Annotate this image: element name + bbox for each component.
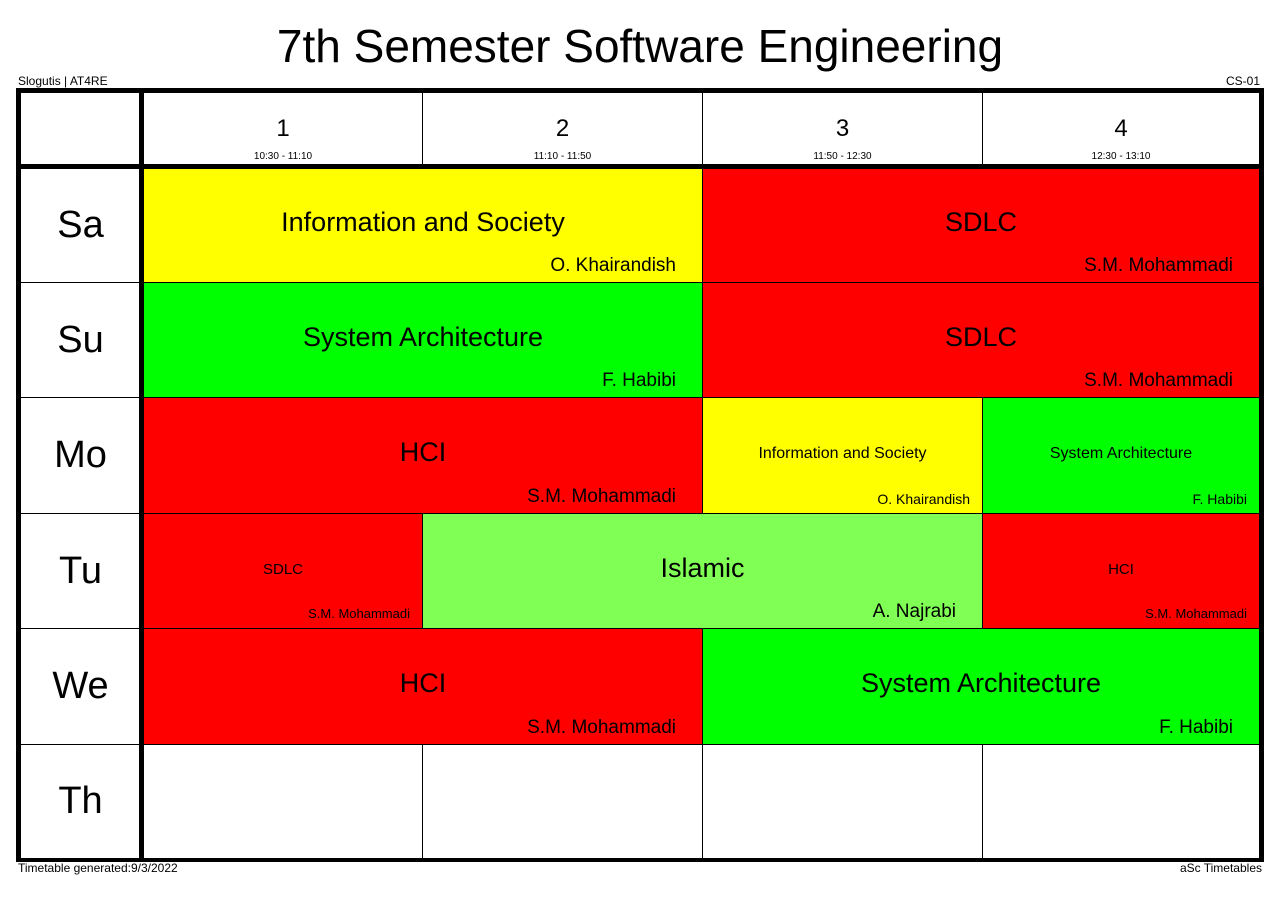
lesson-subject: HCI <box>399 437 447 467</box>
grid-divider-vertical <box>139 91 144 860</box>
period-header-2: 2 11:10 - 11:50 <box>422 92 703 166</box>
lesson-subject: HCI <box>399 668 447 698</box>
lesson-card[interactable]: SDLC S.M. Mohammadi <box>702 167 1260 283</box>
period-number: 4 <box>1114 115 1128 142</box>
lesson-card[interactable]: Information and Society O. Khairandish <box>702 397 983 514</box>
page-title: 7th Semester Software Engineering <box>276 20 1004 72</box>
lesson-subject: SDLC <box>944 207 1018 237</box>
empty-cell <box>422 744 703 859</box>
empty-cell <box>702 744 983 859</box>
period-number: 2 <box>555 115 570 142</box>
period-header-4: 4 12:30 - 13:10 <box>982 92 1260 166</box>
grid-divider-horizontal <box>19 164 1261 169</box>
lesson-card[interactable]: System Architecture F. Habibi <box>143 282 703 398</box>
lesson-card[interactable]: SDLC S.M. Mohammadi <box>702 282 1260 398</box>
period-time: 11:10 - 11:50 <box>533 151 592 162</box>
generated-date: Timetable generated:9/3/2022 <box>18 861 178 875</box>
lesson-card[interactable]: SDLC S.M. Mohammadi <box>143 513 423 629</box>
lesson-subject: SDLC <box>262 561 303 578</box>
lesson-card[interactable]: Information and Society O. Khairandish <box>143 167 703 283</box>
lesson-teacher: A. Najrabi <box>872 601 956 622</box>
lesson-subject: System Architecture <box>302 322 544 352</box>
lesson-card[interactable]: System Architecture F. Habibi <box>982 397 1260 514</box>
period-header-3: 3 11:50 - 12:30 <box>702 92 983 166</box>
lesson-card[interactable]: HCI S.M. Mohammadi <box>982 513 1260 629</box>
lesson-teacher: F. Habibi <box>602 370 676 391</box>
lesson-teacher: F. Habibi <box>1159 717 1233 738</box>
period-header-1: 1 10:30 - 11:10 <box>143 92 423 166</box>
lesson-card[interactable]: Islamic A. Najrabi <box>422 513 983 629</box>
lesson-subject: HCI <box>1108 561 1134 578</box>
lesson-teacher: S.M. Mohammadi <box>1084 255 1233 276</box>
lesson-subject: System Architecture <box>1049 445 1193 462</box>
lesson-card[interactable]: HCI S.M. Mohammadi <box>143 397 703 514</box>
period-number: 3 <box>835 115 850 142</box>
lesson-subject: Information and Society <box>281 207 565 237</box>
empty-cell <box>143 744 423 859</box>
school-label: Slogutis | AT4RE <box>18 74 108 88</box>
lesson-teacher: S.M. Mohammadi <box>527 717 676 738</box>
lesson-teacher: S.M. Mohammadi <box>1084 370 1233 391</box>
generator-label: aSc Timetables <box>1179 861 1262 875</box>
lesson-teacher: O. Khairandish <box>550 255 676 276</box>
day-label-we: We <box>20 628 141 745</box>
corner-cell <box>20 92 141 166</box>
period-time: 11:50 - 12:30 <box>813 151 872 162</box>
lesson-teacher: S.M. Mohammadi <box>308 606 410 621</box>
day-label-tu: Tu <box>20 513 141 629</box>
timetable-grid <box>16 88 1264 862</box>
period-time: 12:30 - 13:10 <box>1091 151 1151 162</box>
day-label-su: Su <box>20 282 141 398</box>
period-number: 1 <box>276 115 290 142</box>
lesson-card[interactable]: HCI S.M. Mohammadi <box>143 628 703 745</box>
day-label-sa: Sa <box>20 167 141 283</box>
day-label-th: Th <box>20 744 141 859</box>
lesson-subject: System Architecture <box>860 668 1102 698</box>
lesson-teacher: F. Habibi <box>1192 491 1247 507</box>
day-label-mo: Mo <box>20 397 141 514</box>
lesson-teacher: S.M. Mohammadi <box>527 486 676 507</box>
empty-cell <box>982 744 1260 859</box>
lesson-subject: Islamic <box>660 553 745 583</box>
lesson-teacher: O. Khairandish <box>877 491 970 507</box>
class-code: CS-01 <box>1225 74 1260 88</box>
lesson-teacher: S.M. Mohammadi <box>1145 606 1247 621</box>
lesson-card[interactable]: System Architecture F. Habibi <box>702 628 1260 745</box>
lesson-subject: SDLC <box>944 322 1018 352</box>
lesson-subject: Information and Society <box>758 445 927 462</box>
period-time: 10:30 - 11:10 <box>253 151 313 162</box>
